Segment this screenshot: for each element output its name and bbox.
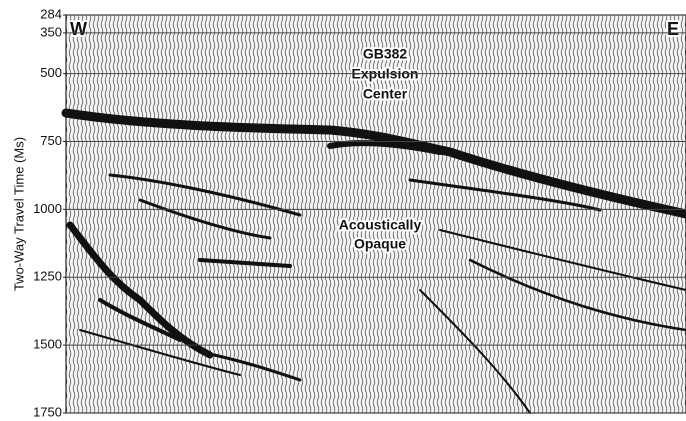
y-tick-label: 1750 [33, 404, 62, 419]
y-tick-label: 1000 [33, 201, 62, 216]
annotation: Acoustically [339, 217, 422, 233]
y-tick-label: 750 [40, 133, 62, 148]
annotation: GB382 [363, 46, 408, 62]
y-tick-label: 350 [40, 24, 62, 39]
direction-label: W [70, 19, 87, 39]
direction-label: E [667, 19, 679, 39]
annotation: Opaque [354, 236, 406, 252]
annotation: Center [363, 86, 408, 102]
y-tick-label: 284 [40, 6, 62, 21]
y-tick-label: 1500 [33, 337, 62, 352]
y-tick-label: 500 [40, 65, 62, 80]
y-tick-label: 1250 [33, 269, 62, 284]
seismic-chart: Two-Way Travel Time (Ms) W E GB382 Expul… [0, 0, 686, 421]
y-axis-label: Two-Way Travel Time (Ms) [11, 137, 26, 291]
